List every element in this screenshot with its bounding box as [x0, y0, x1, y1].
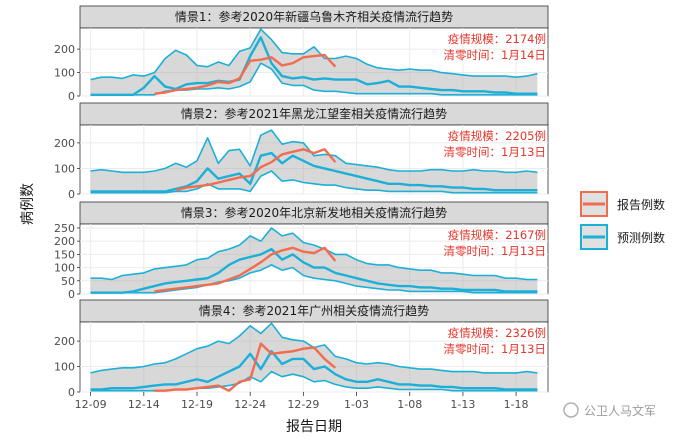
- panel3-predicted-median-line: [90, 247, 538, 294]
- panel3-predicted-lower-line: [90, 264, 538, 294]
- panel4-y-tick-label: 0: [68, 386, 75, 399]
- panel3-epidemic-size-note: 疫情规模：2167例: [448, 228, 546, 242]
- panel1-reported-line: [154, 53, 337, 95]
- panel2-predicted-median-line: [90, 151, 538, 193]
- x-tick-label: 1-18: [504, 398, 529, 411]
- panel3-y-tick-label: 150: [54, 248, 75, 261]
- panel2-predicted-lower-line: [90, 170, 538, 194]
- panel3-y-tick-label: 200: [54, 235, 75, 248]
- panel3-y-tick-label: 100: [54, 262, 75, 275]
- panel2-epidemic-size-note: 疫情规模：2205例: [448, 129, 546, 143]
- x-tick-label: 12-29: [287, 398, 319, 411]
- watermark-text: 公卫人马文军: [584, 403, 656, 418]
- panel1-title: 情景1：参考2020年新疆乌鲁木齐相关疫情流行趋势: [175, 9, 453, 24]
- panel4-predicted-median-line: [90, 350, 538, 391]
- panel3-prediction-band: [90, 228, 538, 293]
- panel3-y-tick-label: 250: [54, 222, 75, 235]
- x-tick-label: 12-14: [128, 398, 160, 411]
- panel4-reported-line: [154, 342, 337, 392]
- panel4-y-tick-label: 200: [54, 335, 75, 348]
- panel4-prediction-band: [90, 323, 538, 391]
- panel3-title: 情景3：参考2020年北京新发地相关疫情流行趋势: [181, 205, 447, 220]
- panel2-reported-line: [175, 148, 337, 192]
- panel4-title: 情景4：参考2021年广州相关疫情流行趋势: [199, 303, 429, 318]
- panel4-y-tick-label: 100: [54, 361, 75, 374]
- panel1-y-tick-label: 100: [54, 67, 75, 80]
- panel3-predicted-upper-line: [90, 227, 538, 281]
- panel2-y-tick-label: 100: [54, 162, 75, 175]
- panel1-y-tick-label: 0: [68, 90, 75, 103]
- panel1-predicted-upper-line: [90, 28, 538, 81]
- panel3-plot-area: [79, 223, 549, 295]
- panel1-y-tick-label: 200: [54, 43, 75, 56]
- panel2-zero-date-note: 清零时间：1月13日: [444, 145, 546, 159]
- panel2-prediction-band: [90, 130, 538, 193]
- panel3-zero-date-note: 清零时间：1月13日: [444, 244, 546, 258]
- watermark-icon: [563, 402, 579, 418]
- y-axis-title: 病例数: [20, 183, 36, 225]
- x-tick-label: 1-13: [450, 398, 475, 411]
- panel2-title: 情景2：参考2021年黑龙江望奎相关疫情流行趋势: [181, 106, 447, 121]
- panel3-y-tick-label: 0: [68, 288, 75, 301]
- panel1-plot-area: [79, 27, 549, 97]
- panel1-epidemic-size-note: 疫情规模：2174例: [448, 32, 546, 46]
- panel1-prediction-band: [90, 29, 538, 95]
- x-tick-label: 1-08: [397, 398, 422, 411]
- legend-label-predicted: 预测例数: [617, 230, 665, 245]
- x-tick-label: 1-03: [344, 398, 369, 411]
- panel3-y-tick-label: 50: [61, 275, 75, 288]
- panel2-y-tick-label: 0: [68, 188, 75, 201]
- panel4-plot-area: [79, 321, 549, 393]
- panel4-epidemic-size-note: 疫情规模：2326例: [448, 326, 546, 340]
- x-tick-label: 12-19: [181, 398, 213, 411]
- x-axis-title: 报告日期: [286, 419, 342, 435]
- x-tick-label: 12-09: [75, 398, 107, 411]
- x-tick-label: 12-24: [234, 398, 266, 411]
- panel2-y-tick-label: 200: [54, 137, 75, 150]
- panel2-predicted-upper-line: [90, 129, 538, 174]
- panel4-zero-date-note: 清零时间：1月13日: [444, 342, 546, 356]
- panel1-zero-date-note: 清零时间：1月14日: [444, 48, 546, 62]
- panel2-plot-area: [79, 124, 549, 195]
- legend-label-reported: 报告例数: [617, 197, 665, 212]
- panel1-predicted-median-line: [90, 36, 538, 96]
- panel3-reported-line: [154, 246, 337, 293]
